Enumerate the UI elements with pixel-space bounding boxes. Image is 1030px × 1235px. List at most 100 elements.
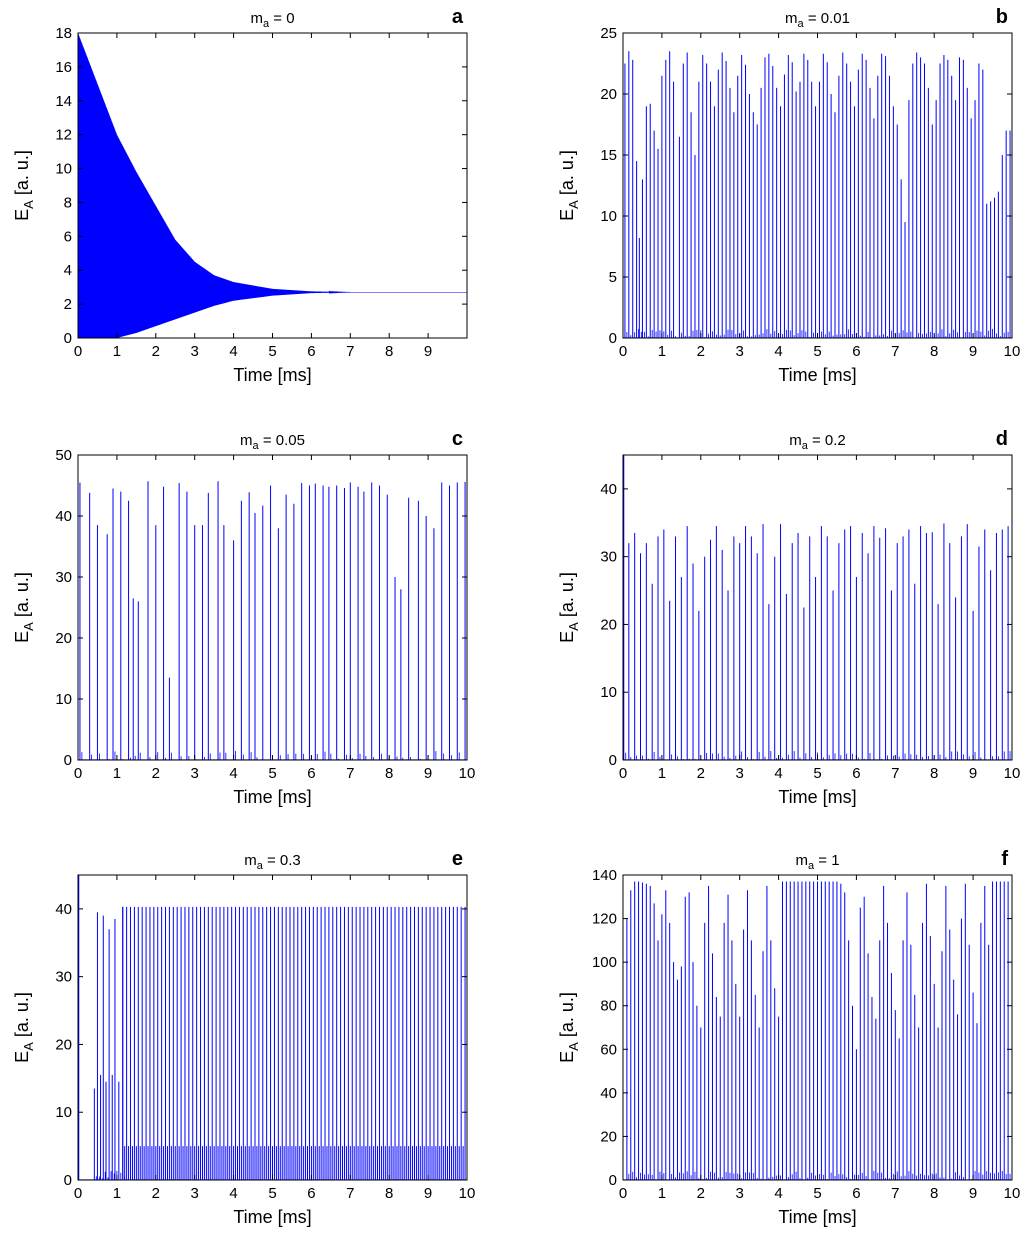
y-tick-label: 4 [64, 262, 72, 279]
x-tick-label: 3 [191, 343, 199, 360]
x-tick-label: 1 [658, 1185, 666, 1202]
x-tick-label: 4 [229, 343, 237, 360]
panel-e: 0 1 2 3 4 5 6 7 8 9 10 0 10 20 30 40 Time [ms] EA [a. u.]… [12, 848, 475, 1227]
x-tick-label: 5 [268, 765, 276, 782]
y-tick-label: 50 [55, 447, 72, 464]
y-tick-label: 18 [55, 25, 72, 42]
panel-letter: e [452, 848, 463, 870]
y-axis-label: EA [a. u.] [557, 572, 581, 643]
y-tick-label: 20 [600, 616, 617, 633]
x-tick-label: 6 [852, 1185, 860, 1202]
x-tick-label: 6 [852, 343, 860, 360]
x-tick-label: 8 [930, 765, 938, 782]
axes-box [77, 874, 468, 1181]
x-tick-label: 7 [891, 343, 899, 360]
x-tick-label: 5 [268, 1185, 276, 1202]
y-tick-label: 10 [55, 161, 72, 178]
x-tick-label: 1 [113, 343, 121, 360]
y-tick-label: 80 [600, 998, 617, 1015]
y-tick-label: 20 [600, 86, 617, 103]
y-axis-label: EA [a. u.] [12, 150, 36, 221]
x-tick-label: 0 [74, 765, 82, 782]
x-tick-label: 5 [813, 1185, 821, 1202]
series-line [78, 33, 467, 338]
x-tick-label: 0 [619, 1185, 627, 1202]
y-tick-label: 30 [55, 569, 72, 586]
x-tick-label: 4 [229, 1185, 237, 1202]
y-tick-label: 14 [55, 93, 72, 110]
x-tick-label: 3 [191, 765, 199, 782]
y-tick-label: 0 [609, 330, 617, 347]
x-tick-label: 4 [229, 765, 237, 782]
x-tick-label: 3 [191, 1185, 199, 1202]
panel-b: 0 1 2 3 4 5 6 7 8 9 10 0 5 10 15 20 25 Time [ms] EA [a. u.… [557, 6, 1020, 385]
x-tick-label: 10 [1004, 765, 1021, 782]
y-tick-label: 25 [600, 25, 617, 42]
x-axis-label: Time [ms] [778, 365, 856, 385]
y-tick-label: 10 [55, 1104, 72, 1121]
y-tick-label: 0 [64, 330, 72, 347]
x-axis-label: Time [ms] [233, 787, 311, 807]
x-tick-label: 1 [658, 343, 666, 360]
x-tick-label: 9 [969, 1185, 977, 1202]
x-tick-label: 9 [424, 1185, 432, 1202]
panel-letter: a [452, 6, 464, 28]
panel-title: ma = 0.3 [244, 852, 301, 872]
y-tick-label: 40 [600, 481, 617, 498]
plot-area [78, 481, 467, 760]
x-tick-label: 3 [736, 1185, 744, 1202]
x-tick-label: 7 [346, 765, 354, 782]
y-tick-label: 30 [55, 969, 72, 986]
x-axis-label: Time [ms] [778, 1207, 856, 1227]
x-tick-label: 9 [969, 343, 977, 360]
panel-c: 0 1 2 3 4 5 6 7 8 9 10 0 10 20 30 40 50 Time [ms] EA [a. u… [12, 428, 475, 807]
y-axis-label: EA [a. u.] [557, 150, 581, 221]
x-tick-label: 8 [385, 1185, 393, 1202]
x-tick-label: 5 [813, 765, 821, 782]
panel-letter: b [996, 6, 1008, 28]
plot-area [623, 455, 1012, 760]
y-tick-label: 0 [609, 1172, 617, 1189]
x-tick-label: 1 [658, 765, 666, 782]
x-tick-label: 2 [697, 343, 705, 360]
x-tick-label: 0 [74, 343, 82, 360]
x-axis-label: Time [ms] [233, 365, 311, 385]
y-tick-label: 20 [55, 630, 72, 647]
axes-box [622, 32, 1013, 339]
y-tick-label: 10 [55, 691, 72, 708]
y-tick-label: 40 [55, 901, 72, 918]
y-tick-label: 0 [64, 752, 72, 769]
y-tick-label: 120 [592, 911, 617, 928]
y-tick-label: 20 [600, 1128, 617, 1145]
x-tick-label: 7 [346, 1185, 354, 1202]
x-tick-label: 6 [307, 343, 315, 360]
x-tick-label: 5 [268, 343, 276, 360]
y-tick-label: 8 [64, 194, 72, 211]
x-tick-label: 4 [774, 765, 782, 782]
y-tick-label: 40 [55, 508, 72, 525]
y-tick-label: 40 [600, 1085, 617, 1102]
panel-letter: f [1001, 848, 1008, 870]
plot-area [78, 875, 467, 1180]
x-tick-label: 1 [113, 765, 121, 782]
panel-title: ma = 0 [250, 10, 294, 30]
panel-title: ma = 0.2 [789, 432, 846, 452]
x-tick-label: 8 [930, 343, 938, 360]
x-tick-label: 2 [697, 765, 705, 782]
x-tick-label: 2 [152, 765, 160, 782]
y-tick-label: 60 [600, 1041, 617, 1058]
x-tick-label: 0 [619, 765, 627, 782]
x-tick-label: 2 [697, 1185, 705, 1202]
y-axis-label: EA [a. u.] [12, 572, 36, 643]
y-tick-label: 16 [55, 59, 72, 76]
x-tick-label: 0 [619, 343, 627, 360]
y-tick-label: 10 [600, 208, 617, 225]
x-tick-label: 4 [774, 343, 782, 360]
y-tick-label: 0 [64, 1172, 72, 1189]
x-tick-label: 4 [774, 1185, 782, 1202]
y-tick-label: 0 [609, 752, 617, 769]
x-tick-label: 10 [1004, 343, 1021, 360]
